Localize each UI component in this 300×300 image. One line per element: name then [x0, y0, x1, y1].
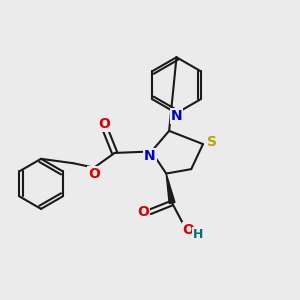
Text: S: S — [207, 135, 217, 149]
Text: O: O — [182, 223, 194, 236]
Text: O: O — [98, 117, 110, 131]
Polygon shape — [166, 174, 175, 204]
Text: O: O — [138, 205, 149, 219]
Text: N: N — [171, 109, 182, 123]
Text: N: N — [144, 149, 156, 163]
Text: H: H — [193, 228, 203, 241]
Text: O: O — [88, 167, 100, 181]
